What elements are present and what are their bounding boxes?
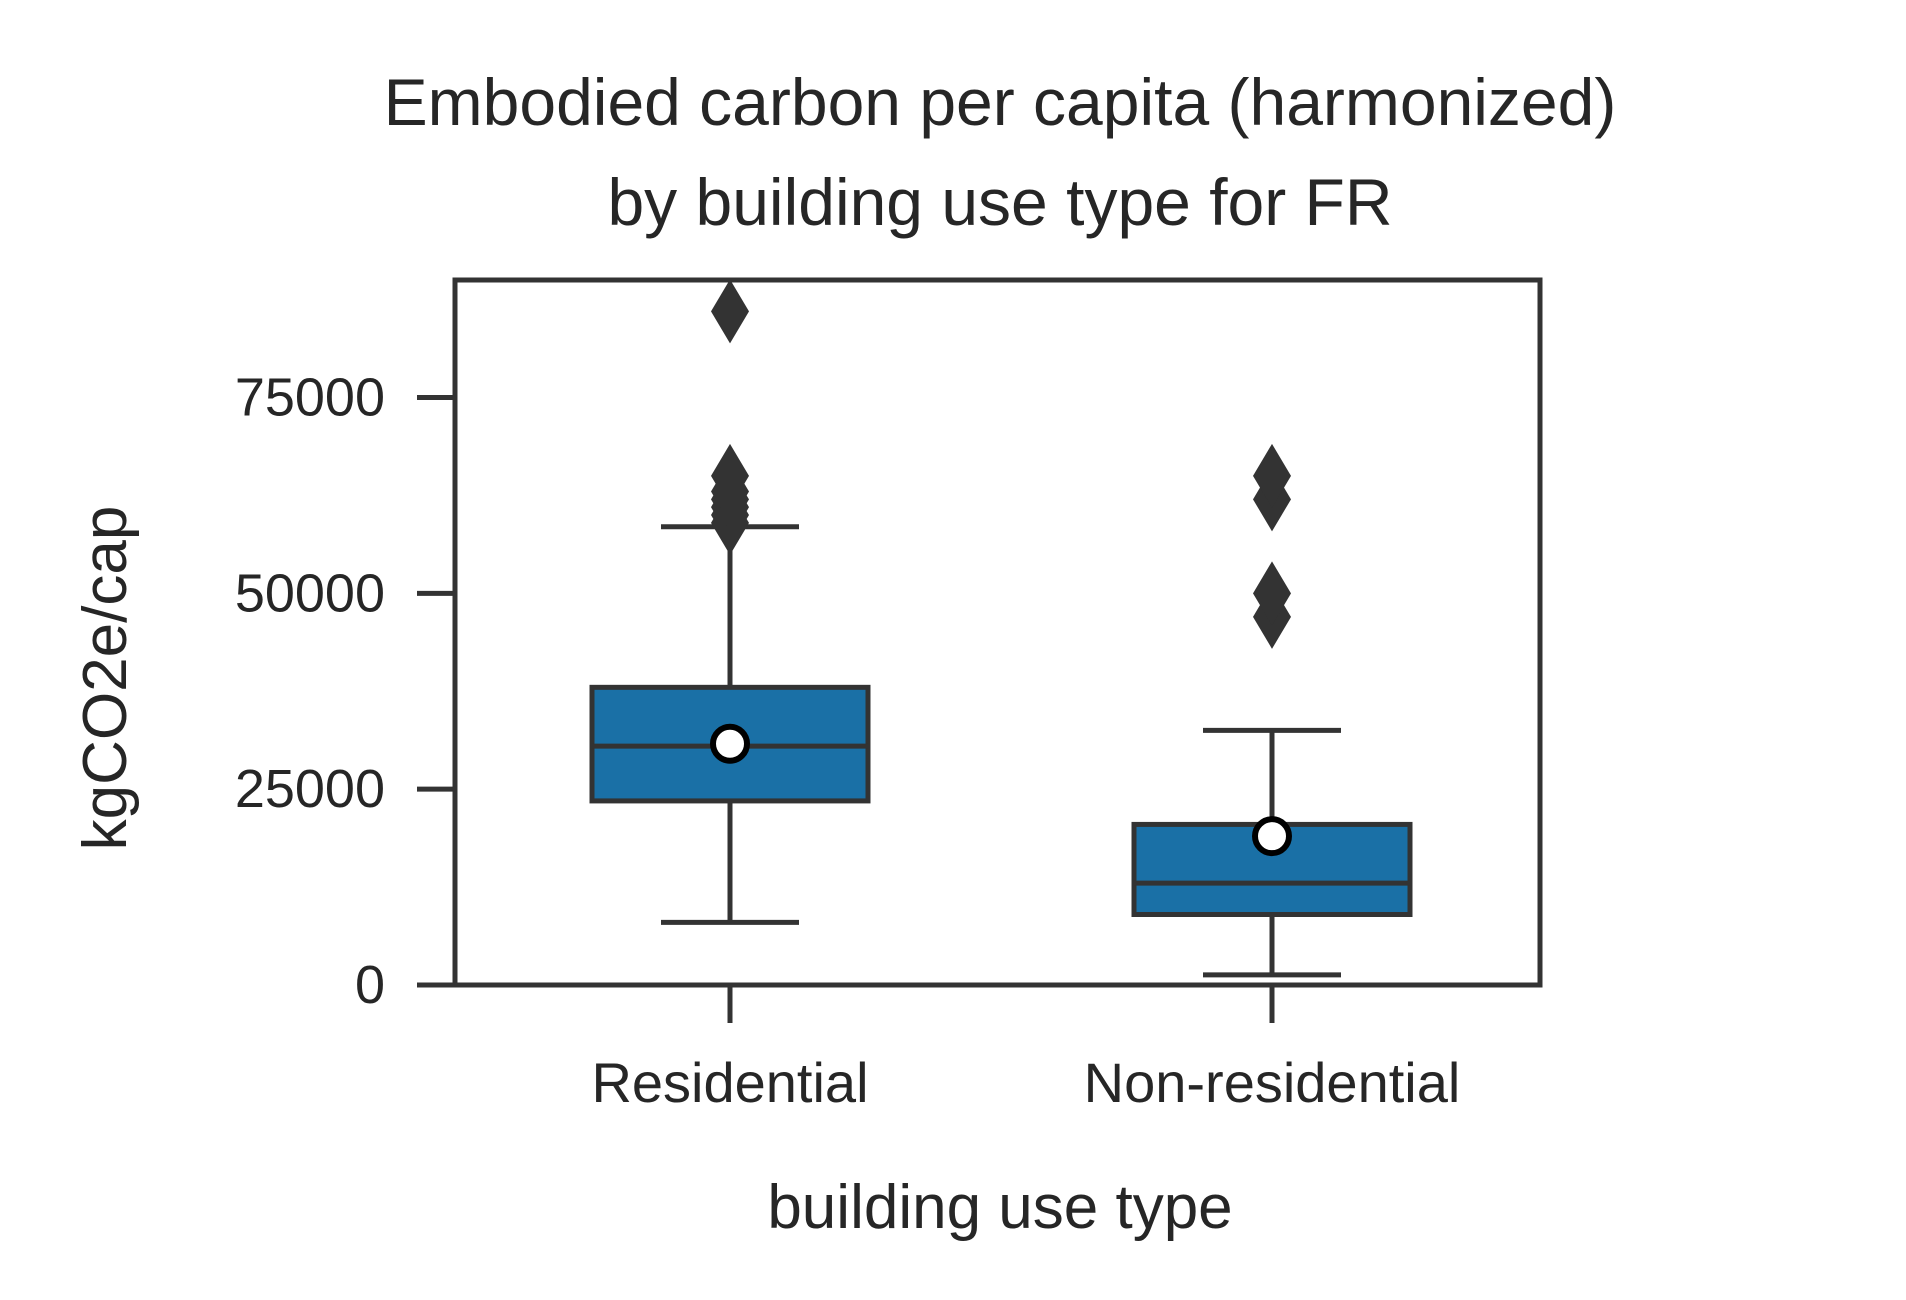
x-axis-label: building use type xyxy=(767,1173,1232,1242)
outlier-point xyxy=(1253,443,1291,508)
y-tick-label: 25000 xyxy=(235,759,385,819)
box-series xyxy=(589,279,1413,978)
y-tick-label: 50000 xyxy=(235,563,385,623)
box-non-residential xyxy=(1131,443,1413,978)
mean-marker xyxy=(710,723,750,764)
box-residential xyxy=(589,279,871,925)
outlier-point xyxy=(711,443,749,508)
outlier-point xyxy=(1253,561,1291,626)
y-tick-label: 0 xyxy=(355,955,385,1015)
axes: 0 25000 50000 75000 Residential Non-residenti… xyxy=(235,277,1543,1114)
y-tick-label: 75000 xyxy=(235,368,385,428)
chart-title: Embodied carbon per capita (harmonized) b… xyxy=(384,65,1617,239)
chart-title-line: by building use type for FR xyxy=(607,165,1392,239)
outlier-point xyxy=(711,279,749,344)
mean-marker xyxy=(1252,816,1292,857)
plot-frame xyxy=(452,277,1543,988)
x-tick-label: Residential xyxy=(591,1051,868,1114)
chart-title-line: Embodied carbon per capita (harmonized) xyxy=(384,65,1617,139)
x-tick-label: Non-residential xyxy=(1084,1051,1461,1114)
y-axis-label: kgCO2e/cap xyxy=(71,506,140,851)
